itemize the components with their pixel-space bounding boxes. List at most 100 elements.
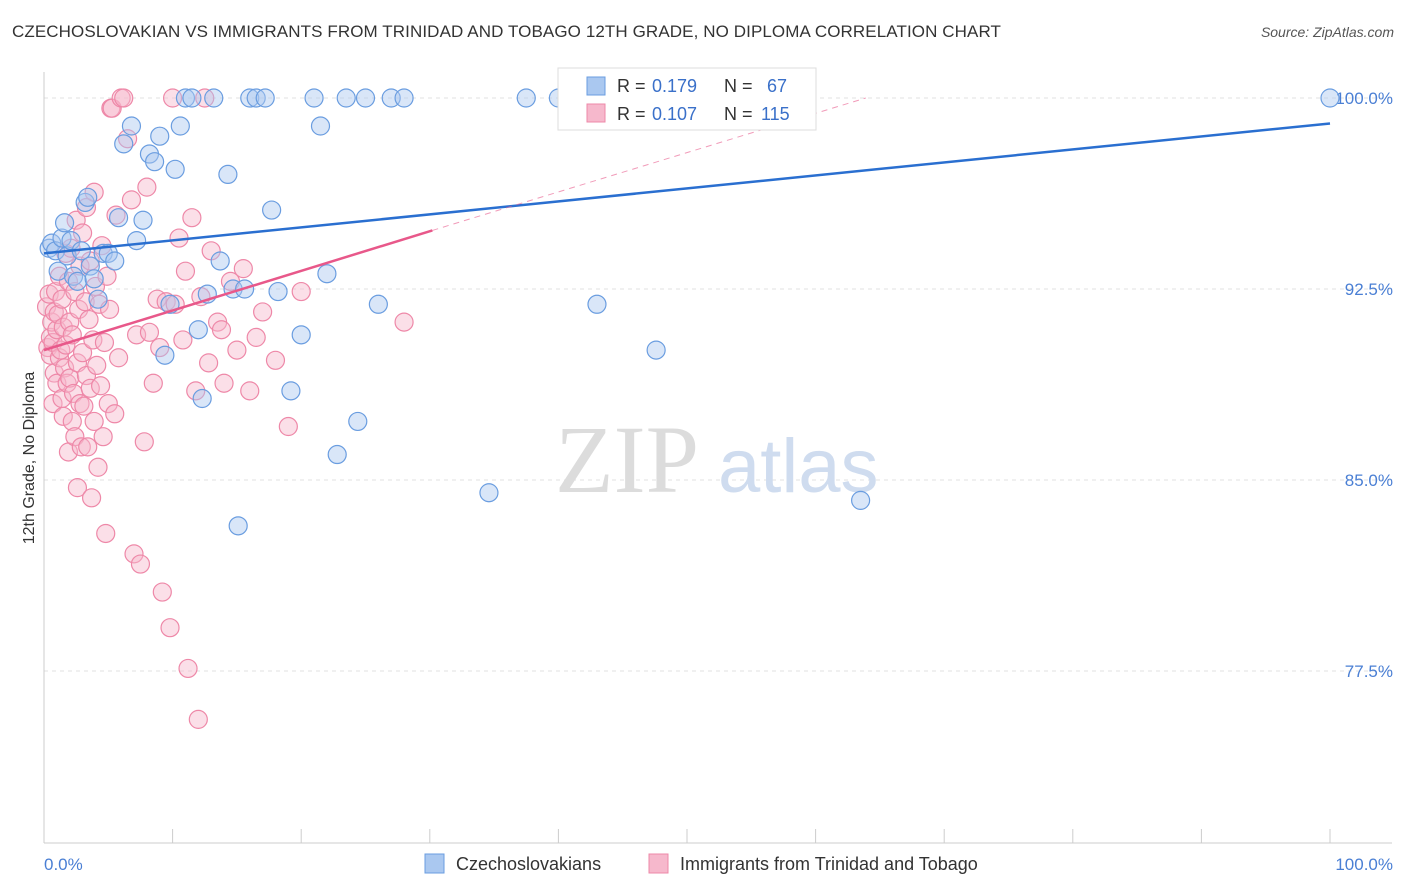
- legend-top: R = 0.179 N = 67 R = 0.107 N = 115: [557, 67, 817, 131]
- blue-point: [304, 88, 324, 108]
- pink-point: [143, 373, 163, 393]
- blue-point: [394, 88, 414, 108]
- pink-point: [137, 177, 157, 197]
- pink-point: [72, 343, 93, 363]
- pink-point: [90, 376, 111, 396]
- pink-point: [60, 368, 80, 388]
- blue-point: [355, 88, 376, 108]
- pink-point: [108, 348, 129, 368]
- blue-point: [175, 88, 196, 108]
- y-axis-label: 12th Grade, No Diploma: [21, 372, 38, 545]
- legend-r-label-1: R =: [617, 76, 646, 96]
- x-tick-label-max: 100.0%: [1335, 855, 1393, 874]
- pink-point: [173, 330, 193, 350]
- legend-n-value-2: 115: [761, 104, 790, 124]
- blue-point: [150, 126, 170, 146]
- blue-point: [240, 88, 260, 108]
- pink-point: [74, 396, 94, 416]
- pink-point: [253, 302, 273, 322]
- pink-point: [54, 358, 75, 378]
- blue-point: [262, 200, 282, 220]
- blue-point: [78, 187, 98, 207]
- pink-point: [93, 427, 113, 447]
- source-label: Source: ZipAtlas.com: [1260, 24, 1394, 40]
- blue-point: [48, 261, 68, 281]
- pink-point: [47, 373, 67, 393]
- pink-point: [188, 709, 208, 729]
- x-ticks: [43, 829, 1331, 843]
- pink-point: [178, 658, 198, 679]
- pink-point: [175, 261, 196, 281]
- blue-point: [144, 152, 165, 172]
- blue-point: [516, 88, 536, 108]
- watermark-atlas: atlas: [718, 424, 879, 509]
- pink-point: [76, 365, 97, 386]
- pink-point: [227, 340, 247, 360]
- pink-point: [106, 205, 126, 225]
- blue-point: [84, 269, 104, 289]
- blue-point: [204, 88, 224, 108]
- bottom-legend-label-blue: Czechoslovakians: [456, 854, 601, 874]
- blue-point: [121, 116, 142, 136]
- pink-point: [65, 427, 85, 447]
- legend-r-label-2: R =: [617, 104, 646, 124]
- y-tick-label: 77.5%: [1345, 662, 1393, 681]
- watermark: ZIP atlas: [555, 406, 879, 513]
- gridlines: [44, 97, 1392, 672]
- blue-point: [88, 289, 108, 309]
- blue-point: [336, 88, 356, 108]
- pink-point: [81, 488, 102, 508]
- pink-point: [87, 355, 107, 375]
- blue-point: [291, 325, 311, 345]
- blue-point: [327, 444, 347, 465]
- blue-point: [479, 483, 499, 503]
- pink-point: [79, 309, 99, 330]
- blue-point: [218, 164, 238, 184]
- pink-point: [130, 554, 151, 574]
- y-tick-label: 92.5%: [1345, 280, 1393, 299]
- legend-n-label-1: N =: [724, 76, 753, 96]
- blue-point: [192, 388, 212, 409]
- pink-point: [43, 394, 63, 414]
- blue-point: [114, 134, 134, 154]
- pink-point: [78, 437, 98, 457]
- pink-point: [62, 411, 82, 432]
- blue-trend-line: [43, 122, 1331, 255]
- blue-point: [348, 411, 368, 432]
- legend-bottom: Czechoslovakians Immigrants from Trinida…: [424, 853, 978, 874]
- chart-title: CZECHOSLOVAKIAN VS IMMIGRANTS FROM TRINI…: [12, 22, 1002, 41]
- pink-point: [233, 259, 253, 279]
- blue-point: [133, 210, 153, 230]
- pink-point: [199, 353, 219, 373]
- y-ticks: 77.5% 85.0% 92.5% 100.0%: [1335, 89, 1393, 681]
- blue-point: [108, 208, 129, 228]
- blue-point: [851, 490, 871, 510]
- bottom-legend-swatch-pink: [648, 853, 669, 874]
- x-tick-label-min: 0.0%: [44, 855, 83, 874]
- pink-point: [265, 350, 286, 370]
- pink-trend-line: [43, 229, 433, 352]
- pink-point: [114, 88, 134, 108]
- pink-point: [291, 281, 311, 302]
- legend-n-label-2: N =: [724, 104, 753, 124]
- blue-point: [105, 251, 125, 271]
- blue-point: [63, 266, 84, 286]
- blue-point: [228, 516, 248, 536]
- blue-point: [646, 340, 666, 360]
- pink-point: [71, 437, 91, 457]
- blue-point: [54, 213, 75, 233]
- pink-point: [48, 304, 68, 325]
- pink-point: [394, 312, 414, 332]
- legend-r-value-2: 0.107: [652, 104, 697, 124]
- pink-point: [53, 406, 73, 426]
- pink-point: [246, 327, 266, 347]
- legend-n-value-1: 67: [767, 76, 787, 96]
- pink-point: [152, 582, 172, 602]
- blue-point: [98, 243, 118, 263]
- bottom-legend-swatch-blue: [424, 853, 445, 874]
- pink-point: [121, 190, 142, 210]
- pink-point: [67, 478, 88, 498]
- blue-point: [368, 294, 388, 314]
- pink-point: [105, 404, 125, 424]
- pink-point: [96, 523, 116, 544]
